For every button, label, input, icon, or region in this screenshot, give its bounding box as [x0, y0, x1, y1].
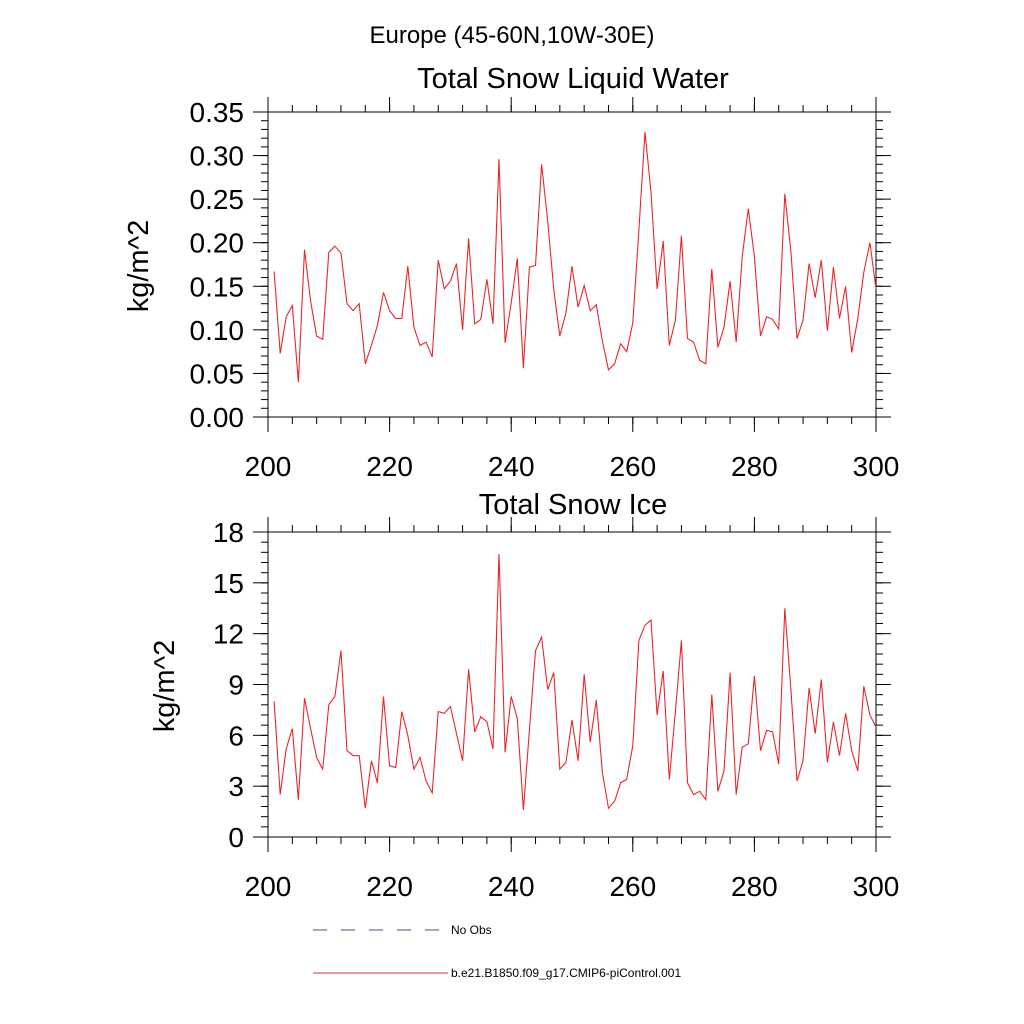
x-tick-label: 300: [853, 871, 900, 902]
y-tick-label: 0.15: [190, 271, 245, 302]
x-tick-label: 200: [245, 871, 292, 902]
x-tick-label: 300: [853, 451, 900, 482]
x-tick-label: 240: [488, 451, 535, 482]
y-axis-label-snow-liquid-water: kg/m^2: [123, 220, 155, 313]
y-tick-label: 6: [228, 720, 244, 751]
y-tick-label: 0.35: [190, 97, 245, 128]
x-tick-label: 200: [245, 451, 292, 482]
x-tick-label: 240: [488, 871, 535, 902]
y-tick-label: 15: [213, 568, 244, 599]
y-tick-label: 0.00: [190, 402, 245, 433]
panel-title-snow-liquid-water: Total Snow Liquid Water: [417, 63, 729, 95]
legend-label-model: b.e21.B1850.f09_g17.CMIP6-piControl.001: [451, 966, 681, 980]
x-tick-label: 220: [366, 451, 413, 482]
y-tick-label: 9: [228, 670, 244, 701]
x-tick-label: 260: [609, 451, 656, 482]
y-tick-label: 12: [213, 619, 244, 650]
x-tick-label: 220: [366, 871, 413, 902]
figure-title: Europe (45-60N,10W-30E): [369, 22, 654, 49]
series-line-snow-ice: [273, 553, 877, 810]
y-tick-label: 3: [228, 771, 244, 802]
y-tick-label: 0.10: [190, 315, 245, 346]
panel-snow-liquid-water: Total Snow Liquid Water kg/m^2 0.00 0.05 0…: [123, 63, 899, 482]
x-tick-label: 280: [731, 871, 778, 902]
panel-snow-ice: Total Snow Ice kg/m^2 0 3 6 9 12 15 18 200 220 24…: [149, 489, 899, 902]
y-tick-label: 0.05: [190, 358, 245, 389]
plot-frame-snow-ice: [267, 531, 877, 838]
y-tick-label: 0.30: [190, 141, 245, 172]
y-tick-label: 0.25: [190, 184, 245, 215]
x-tick-label: 260: [609, 871, 656, 902]
panel-title-snow-ice: Total Snow Ice: [479, 489, 668, 521]
plot-frame-snow-liquid-water: [267, 111, 877, 418]
y-tick-label: 0.20: [190, 228, 245, 259]
y-tick-label: 0: [228, 822, 244, 853]
y-tick-label: 18: [213, 517, 244, 548]
legend-label-no-obs: No Obs: [451, 923, 492, 937]
series-line-snow-liquid-water: [273, 131, 877, 383]
legend: No Obs b.e21.B1850.f09_g17.CMIP6-piContr…: [313, 923, 681, 980]
y-axis-label-snow-ice: kg/m^2: [149, 640, 181, 733]
x-tick-label: 280: [731, 451, 778, 482]
